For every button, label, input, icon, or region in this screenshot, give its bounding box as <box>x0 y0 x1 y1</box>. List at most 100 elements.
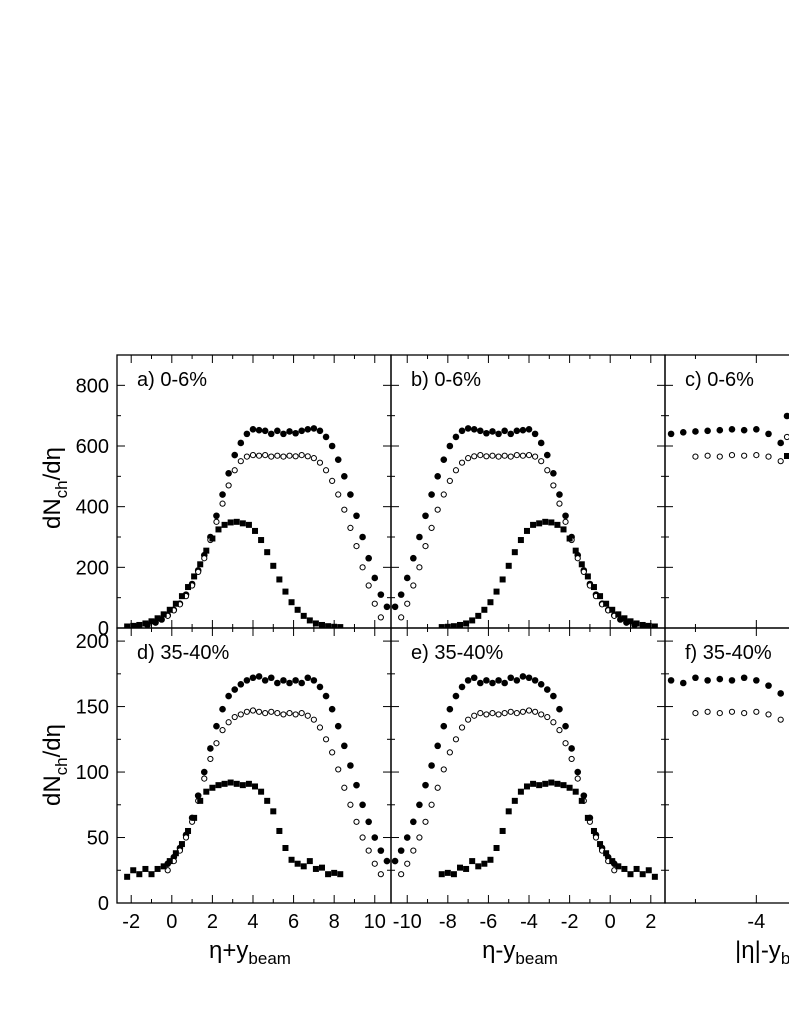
point-filled-circle <box>334 722 342 730</box>
point-filled-square <box>505 562 512 569</box>
point-open-circle <box>495 711 502 718</box>
point-filled-square <box>530 780 537 787</box>
point-filled-circle <box>391 857 399 865</box>
point-filled-square <box>615 863 622 870</box>
point-filled-circle <box>365 554 372 562</box>
point-filled-square <box>572 788 579 795</box>
point-filled-square <box>227 779 234 786</box>
point-open-circle <box>335 766 342 773</box>
point-filled-square <box>245 780 252 787</box>
point-filled-circle <box>219 491 226 498</box>
point-filled-circle <box>322 692 330 700</box>
panel-title: d) 35-40% <box>137 642 229 664</box>
point-filled-circle <box>274 427 281 435</box>
point-filled-square <box>312 620 319 627</box>
point-open-circle <box>416 834 423 841</box>
point-open-circle <box>347 801 354 808</box>
point-filled-circle <box>298 427 305 435</box>
x-tick-label: -4 <box>520 911 538 933</box>
legend-marker-filled-circle <box>783 412 789 420</box>
y-tick-label: 150 <box>76 697 109 719</box>
point-open-circle <box>471 712 478 719</box>
point-filled-square <box>457 864 464 871</box>
point-filled-circle <box>347 491 354 498</box>
y-tick-label: 800 <box>76 375 109 397</box>
point-filled-square <box>621 615 628 622</box>
point-filled-circle <box>316 683 324 691</box>
point-open-circle <box>237 458 244 465</box>
point-open-circle <box>329 477 336 484</box>
point-filled-circle <box>483 429 490 437</box>
x-tick-label: 6 <box>288 911 299 933</box>
point-filled-circle <box>667 677 675 684</box>
point-filled-square <box>239 520 246 527</box>
point-filled-square <box>463 620 470 627</box>
point-open-circle <box>335 491 342 498</box>
panel-title: c) 0-6% <box>685 369 754 391</box>
point-open-circle <box>280 711 287 718</box>
point-filled-circle <box>507 430 515 438</box>
point-filled-circle <box>452 433 460 441</box>
point-open-circle <box>353 818 360 825</box>
point-filled-square <box>615 611 622 618</box>
point-filled-square <box>209 784 216 791</box>
point-open-circle <box>465 455 472 462</box>
point-open-circle <box>592 834 600 841</box>
point-open-circle <box>562 740 569 747</box>
point-filled-circle <box>765 430 772 438</box>
point-filled-square <box>584 814 591 821</box>
x-tick-label: -6 <box>480 911 498 933</box>
point-open-circle <box>410 582 417 589</box>
panel-title: b) 0-6% <box>411 369 481 391</box>
point-filled-circle <box>422 781 429 789</box>
point-filled-square <box>639 621 646 628</box>
point-open-circle <box>507 453 514 460</box>
point-filled-circle <box>231 451 239 459</box>
point-filled-square <box>288 599 295 606</box>
point-open-circle <box>704 708 711 715</box>
x-tick-label: -10 <box>393 911 422 933</box>
point-filled-square <box>252 527 259 534</box>
point-filled-circle <box>446 705 454 713</box>
point-open-circle <box>310 455 317 462</box>
point-open-circle <box>574 555 581 562</box>
point-open-circle <box>262 710 269 717</box>
point-open-circle <box>316 724 324 731</box>
point-filled-square <box>590 584 597 591</box>
point-open-circle <box>292 453 299 460</box>
point-filled-circle <box>255 673 263 680</box>
point-filled-square <box>337 871 344 878</box>
point-filled-circle <box>525 426 533 433</box>
panel-title: a) 0-6% <box>137 369 207 391</box>
panel-title: e) 35-40% <box>411 642 503 664</box>
point-open-circle <box>538 711 545 718</box>
point-open-circle <box>458 724 466 731</box>
point-filled-square <box>597 841 604 848</box>
point-filled-square <box>300 612 307 619</box>
point-open-circle <box>231 467 238 474</box>
point-open-circle <box>556 500 563 507</box>
point-open-circle <box>274 452 281 459</box>
point-filled-square <box>130 622 137 628</box>
point-filled-circle <box>440 456 448 463</box>
point-open-circle <box>525 452 533 459</box>
point-open-circle <box>225 719 232 726</box>
point-filled-square <box>215 526 222 533</box>
point-open-circle <box>513 452 520 459</box>
point-open-circle <box>562 518 569 525</box>
point-filled-square <box>633 865 640 872</box>
point-open-circle <box>440 766 447 773</box>
point-open-circle <box>452 467 460 474</box>
point-filled-circle <box>704 427 711 435</box>
point-open-circle <box>243 453 250 460</box>
point-open-circle <box>580 568 587 575</box>
point-filled-circle <box>753 426 760 433</box>
point-open-circle <box>255 452 263 459</box>
point-filled-square <box>444 623 451 628</box>
point-filled-square <box>481 860 488 867</box>
point-filled-circle <box>322 433 330 441</box>
point-open-circle <box>728 708 736 715</box>
point-filled-square <box>233 518 240 525</box>
y-tick-label: 400 <box>76 497 109 519</box>
point-open-circle <box>322 736 330 743</box>
